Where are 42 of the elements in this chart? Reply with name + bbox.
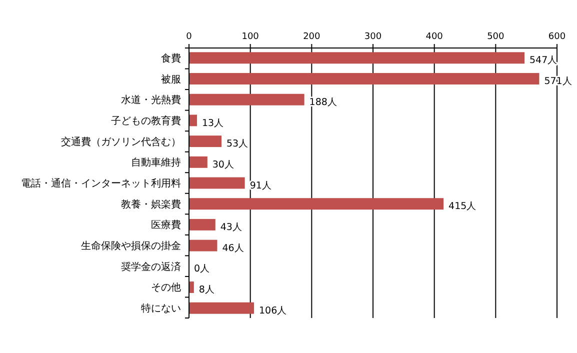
data-label: 547人 (529, 55, 558, 66)
y-tick-label: 子どもの教育費 (111, 114, 181, 127)
x-tick-label: 300 (364, 32, 382, 42)
bar (189, 240, 218, 252)
data-label: 46人 (222, 242, 244, 254)
data-label: 106人 (259, 305, 288, 316)
bar (189, 302, 254, 314)
bar (189, 114, 197, 126)
bar (189, 52, 524, 64)
bar (189, 73, 540, 84)
y-tick-label: 自動車維持 (131, 156, 181, 169)
y-tick-label: 交通費（ガソリン代含む） (61, 136, 181, 148)
y-tick-label: 教養・娯楽費 (121, 198, 181, 210)
data-label: 8人 (198, 284, 215, 296)
bar (189, 218, 216, 230)
x-tick-label: 200 (303, 32, 321, 42)
y-tick-label: 被服 (161, 73, 181, 86)
y-tick-label: 食費 (161, 52, 181, 64)
data-label: 13人 (202, 118, 224, 129)
bar (189, 198, 444, 210)
y-tick-label: 電話・通信・インターネット利用料 (21, 178, 181, 190)
y-tick-label: 特にない (141, 302, 181, 315)
y-tick-label: 生命保険や損保の掛金 (81, 240, 181, 252)
x-tick-label: 0 (186, 32, 192, 42)
x-tick-label: 400 (426, 32, 444, 42)
data-label: 415人 (448, 201, 477, 212)
y-tick-label: その他 (151, 282, 181, 294)
bar (189, 156, 208, 168)
data-label: 30人 (212, 159, 234, 170)
bar (189, 177, 245, 189)
bar (189, 94, 304, 106)
data-label: 0人 (194, 264, 210, 275)
x-tick-label: 600 (548, 32, 566, 42)
y-tick-label: 水道・光熱費 (121, 94, 181, 106)
y-tick-label: 医療費 (151, 219, 181, 232)
bar (189, 282, 194, 293)
y-tick-label: 奨学金の返済 (121, 260, 181, 273)
data-label: 43人 (220, 222, 242, 234)
data-label: 53人 (226, 138, 249, 150)
bar (189, 136, 222, 148)
x-tick-label: 500 (487, 32, 505, 42)
x-tick-label: 100 (242, 32, 260, 42)
